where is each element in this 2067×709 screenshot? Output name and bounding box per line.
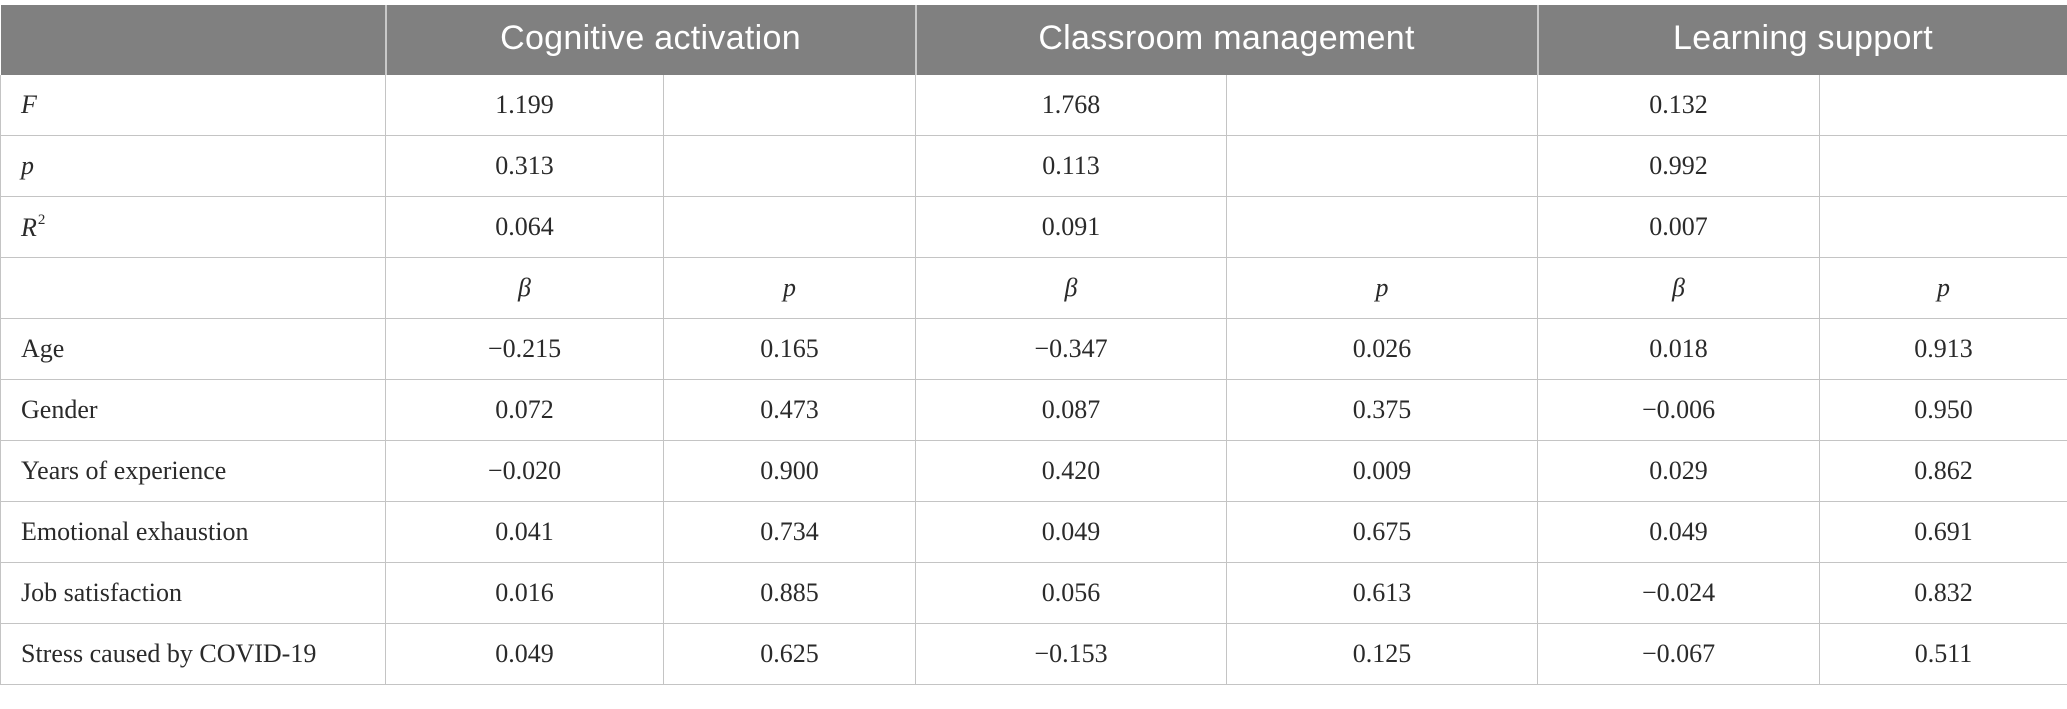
header-learning-support: Learning support (1536, 5, 2067, 75)
cell-ls-p: 0.913 (1819, 318, 2067, 380)
table-row-stress-covid: Stress caused by COVID-19 0.049 0.625 −0… (0, 623, 2067, 685)
cell-ls-beta: −0.006 (1537, 379, 1820, 441)
cell-ca-beta: 0.016 (385, 562, 664, 624)
cell-ls-beta: 0.018 (1537, 318, 1820, 380)
table-row-f: F 1.199 1.768 0.132 (0, 75, 2067, 136)
cell-ls-empty (1819, 135, 2067, 197)
cell-ls-beta: 0.029 (1537, 440, 1820, 502)
cell-ls-p: 0.832 (1819, 562, 2067, 624)
cell-ca-p: 0.625 (662, 623, 916, 685)
cell-cm-empty (1226, 196, 1538, 258)
cell-cm-beta: −0.153 (915, 623, 1227, 685)
cell-ls-p: 0.862 (1819, 440, 2067, 502)
cell-ca-p: 0.473 (662, 379, 916, 441)
cell-cm-p: 0.009 (1226, 440, 1538, 502)
row-label-age: Age (0, 318, 386, 380)
cell-ca-beta: 0.041 (385, 501, 664, 563)
cell-ls-p: 0.950 (1819, 379, 2067, 441)
cell-cm-p: 0.375 (1226, 379, 1538, 441)
cell-ca-beta: −0.215 (385, 318, 664, 380)
subheader-cm-beta: β (915, 257, 1227, 319)
table-row-emotional-exhaustion: Emotional exhaustion 0.041 0.734 0.049 0… (0, 501, 2067, 563)
header-row: Cognitive activation Classroom managemen… (0, 5, 2067, 75)
subheader-cm-p: p (1226, 257, 1538, 319)
cell-ls-p-model: 0.992 (1537, 135, 1820, 197)
cell-ls-p: 0.511 (1819, 623, 2067, 685)
row-label-p: p (0, 135, 386, 197)
cell-ls-empty (1819, 75, 2067, 136)
subheader-ls-beta: β (1537, 257, 1820, 319)
cell-ca-p: 0.734 (662, 501, 916, 563)
subheader-row: β p β p β p (0, 257, 2067, 319)
cell-cm-beta: 0.087 (915, 379, 1227, 441)
cell-ca-p-model: 0.313 (385, 135, 664, 197)
cell-ls-beta: 0.049 (1537, 501, 1820, 563)
cell-ca-beta: 0.049 (385, 623, 664, 685)
row-label-years-of-experience: Years of experience (0, 440, 386, 502)
cell-cm-beta: 0.056 (915, 562, 1227, 624)
row-label-job-satisfaction: Job satisfaction (0, 562, 386, 624)
cell-ca-beta: −0.020 (385, 440, 664, 502)
cell-ls-f: 0.132 (1537, 75, 1820, 136)
cell-ca-f: 1.199 (385, 75, 664, 136)
cell-ls-empty (1819, 196, 2067, 258)
header-cognitive-activation: Cognitive activation (384, 5, 916, 75)
cell-ls-r2: 0.007 (1537, 196, 1820, 258)
row-label-emotional-exhaustion: Emotional exhaustion (0, 501, 386, 563)
table-row-years-of-experience: Years of experience −0.020 0.900 0.420 0… (0, 440, 2067, 502)
cell-cm-empty (1226, 75, 1538, 136)
table-row-gender: Gender 0.072 0.473 0.087 0.375 −0.006 0.… (0, 379, 2067, 441)
cell-ca-empty (662, 135, 916, 197)
cell-ls-p: 0.691 (1819, 501, 2067, 563)
table-row-p: p 0.313 0.113 0.992 (0, 135, 2067, 197)
cell-ca-r2: 0.064 (385, 196, 664, 258)
header-blank (0, 5, 386, 75)
cell-ca-empty (662, 75, 916, 136)
cell-cm-p: 0.613 (1226, 562, 1538, 624)
cell-ca-empty (662, 196, 916, 258)
table-row-age: Age −0.215 0.165 −0.347 0.026 0.018 0.91… (0, 318, 2067, 380)
table-row-r2: R2 0.064 0.091 0.007 (0, 196, 2067, 258)
header-classroom-management: Classroom management (914, 5, 1538, 75)
subheader-ca-beta: β (385, 257, 664, 319)
cell-ls-beta: −0.024 (1537, 562, 1820, 624)
table-row-job-satisfaction: Job satisfaction 0.016 0.885 0.056 0.613… (0, 562, 2067, 624)
cell-cm-p: 0.125 (1226, 623, 1538, 685)
row-label-r2: R2 (0, 196, 386, 258)
row-label-gender: Gender (0, 379, 386, 441)
cell-cm-beta: 0.420 (915, 440, 1227, 502)
row-label-stress-covid: Stress caused by COVID-19 (0, 623, 386, 685)
r2-superscript: 2 (37, 211, 46, 228)
cell-cm-f: 1.768 (915, 75, 1227, 136)
cell-cm-beta: −0.347 (915, 318, 1227, 380)
cell-cm-p-model: 0.113 (915, 135, 1227, 197)
cell-ca-p: 0.885 (662, 562, 916, 624)
cell-cm-beta: 0.049 (915, 501, 1227, 563)
cell-ca-p: 0.900 (662, 440, 916, 502)
cell-cm-r2: 0.091 (915, 196, 1227, 258)
subheader-blank (0, 257, 386, 319)
subheader-ls-p: p (1819, 257, 2067, 319)
cell-ca-beta: 0.072 (385, 379, 664, 441)
cell-ca-p: 0.165 (662, 318, 916, 380)
cell-cm-p: 0.026 (1226, 318, 1538, 380)
r2-symbol: R (21, 212, 37, 242)
row-label-f: F (0, 75, 386, 136)
regression-table: Cognitive activation Classroom managemen… (0, 5, 2067, 685)
cell-cm-empty (1226, 135, 1538, 197)
cell-ls-beta: −0.067 (1537, 623, 1820, 685)
subheader-ca-p: p (662, 257, 916, 319)
cell-cm-p: 0.675 (1226, 501, 1538, 563)
